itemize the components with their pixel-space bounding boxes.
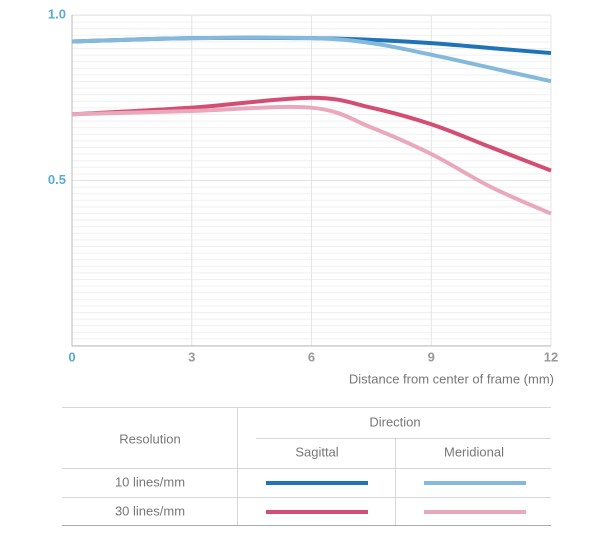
series-line [71, 104, 552, 216]
x-tick-label: 6 [308, 349, 315, 364]
x-tick-label: 12 [544, 349, 558, 364]
table-header: Sagittal [295, 444, 338, 459]
table-header: Direction [369, 414, 420, 429]
y-tick-label: 1.0 [48, 6, 66, 21]
y-tick-label: 0.5 [48, 172, 66, 187]
table-header: Resolution [119, 431, 180, 446]
x-axis-label: Distance from center of frame (mm) [349, 371, 554, 386]
series-line [71, 95, 552, 173]
series-line [71, 35, 552, 84]
x-tick-label: 0 [68, 349, 75, 364]
table-header: Meridional [444, 444, 504, 459]
row-label: 30 lines/mm [115, 503, 185, 518]
x-tick-label: 3 [188, 349, 195, 364]
row-label: 10 lines/mm [115, 474, 185, 489]
x-tick-label: 9 [428, 349, 435, 364]
